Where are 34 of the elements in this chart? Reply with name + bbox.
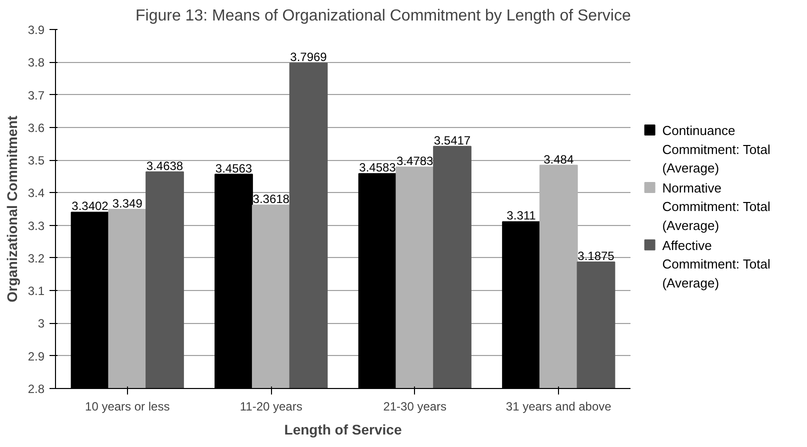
data-label: 3.7969 — [290, 50, 328, 64]
y-tick-label: 3.9 — [28, 23, 45, 37]
y-tick-label: 3.3 — [28, 218, 45, 233]
chart-title: Figure 13: Means of Organizational Commitment by Length of Service — [136, 8, 631, 24]
y-tick-label: 3.1 — [28, 284, 45, 298]
data-label: 3.3402 — [72, 199, 109, 214]
y-axis-title: Organizational Commitment — [4, 115, 20, 302]
x-tick-label: 21-30 years — [383, 400, 447, 414]
data-label: 3.4638 — [146, 158, 184, 173]
legend-label: Continuance Commitment: Total (Average) — [662, 123, 770, 176]
data-label: 3.349 — [112, 196, 143, 210]
data-label: 3.311 — [506, 208, 536, 223]
y-tick-label: 3.2 — [28, 251, 45, 266]
y-tick-label: 3.4 — [28, 186, 45, 200]
x-tick-label: 31 years and above — [506, 400, 612, 414]
y-tick-label: 3.6 — [28, 120, 45, 135]
y-tick-label: 3 — [38, 316, 45, 331]
y-tick-label: 3.5 — [28, 154, 45, 168]
y-tick-label: 2.8 — [28, 382, 45, 396]
y-tick-label: 2.9 — [28, 349, 45, 364]
x-tick-label: 10 years or less — [85, 400, 170, 414]
legend-label: Affective Commitment: Total (Average) — [662, 238, 770, 290]
data-label: 3.4583 — [359, 160, 396, 175]
data-label: 3.3618 — [252, 192, 290, 206]
data-label: 3.484 — [544, 152, 574, 166]
data-label: 3.4783 — [396, 154, 434, 168]
data-label: 3.4563 — [215, 161, 252, 176]
x-tick-label: 11-20 years — [240, 400, 302, 414]
y-tick-label: 3.8 — [28, 56, 45, 70]
data-label: 3.5417 — [434, 133, 471, 148]
legend-label: Normative Commitment: Total (Average) — [662, 180, 770, 233]
x-axis-title: Length of Service — [284, 422, 402, 438]
y-tick-label: 3.7 — [28, 88, 45, 102]
data-label: 3.1875 — [578, 249, 615, 264]
